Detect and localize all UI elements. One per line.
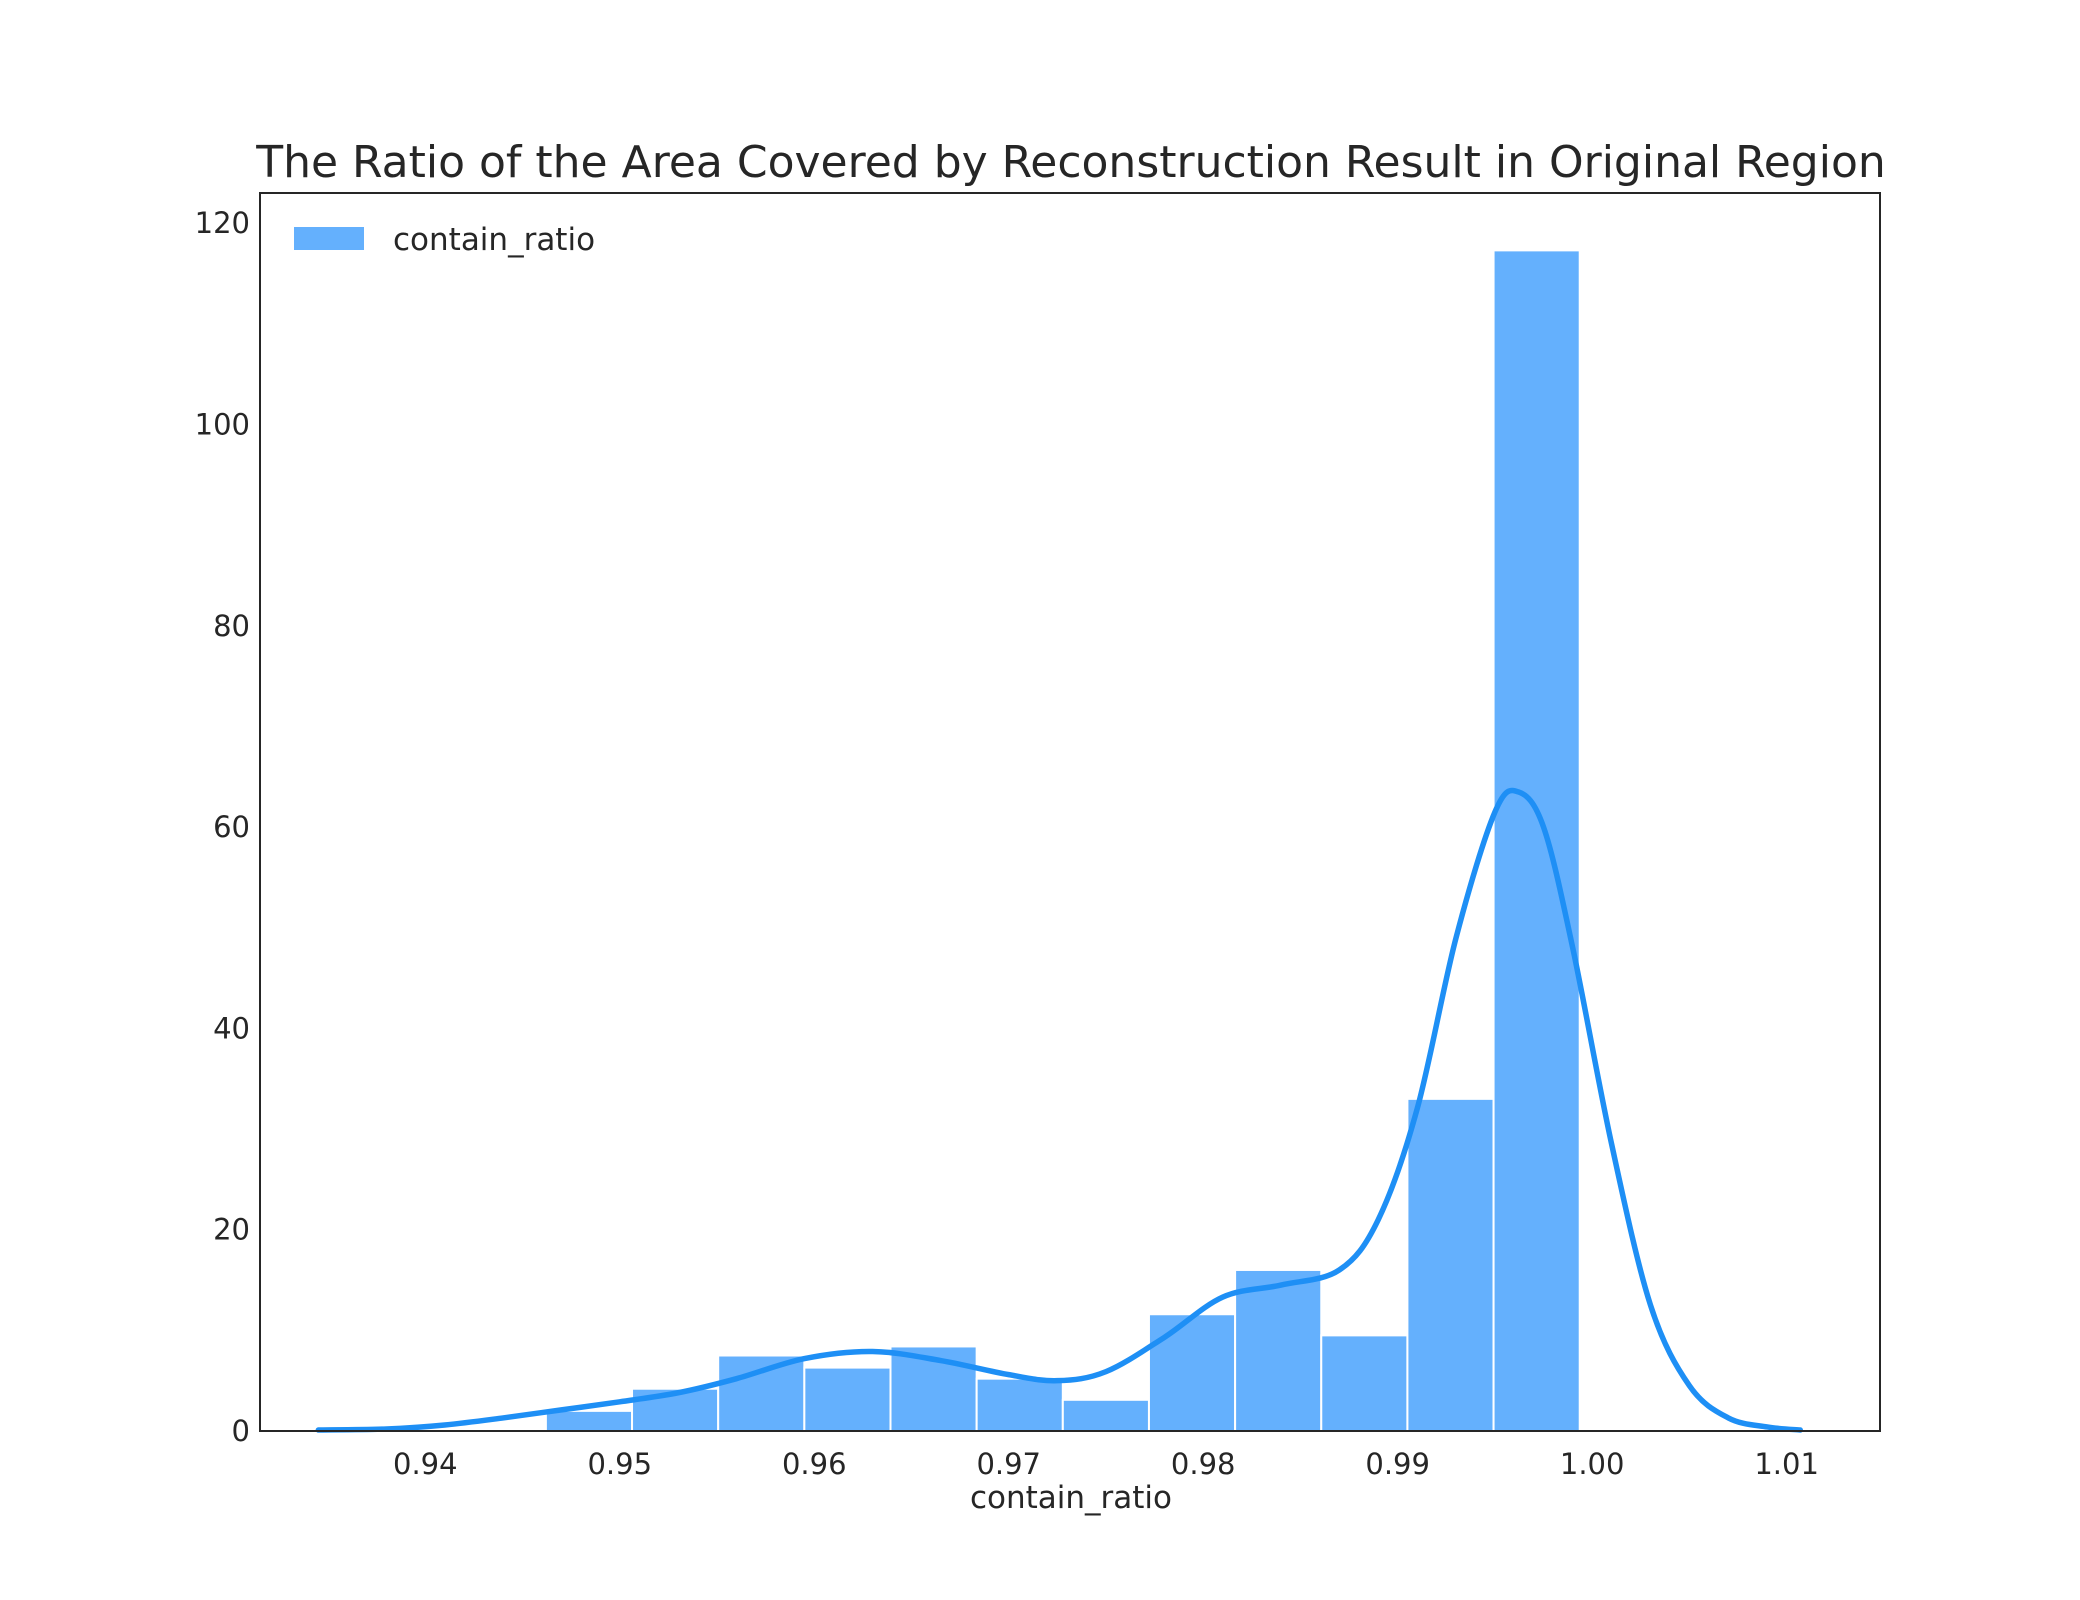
x-tick-label: 0.95 [587, 1447, 652, 1481]
x-tick-label: 0.98 [1171, 1447, 1236, 1481]
x-axis-label: contain_ratio [970, 1480, 1172, 1516]
x-tick-label: 0.97 [976, 1447, 1041, 1481]
histogram-bar [1234, 1268, 1323, 1432]
x-tick-label: 1.01 [1754, 1447, 1819, 1481]
x-tick-label: 0.99 [1365, 1447, 1430, 1481]
histogram-bar [1147, 1313, 1237, 1432]
chart-title: The Ratio of the Area Covered by Reconst… [255, 137, 1886, 188]
histogram-bar [1406, 1097, 1495, 1432]
kde-curve [315, 787, 1804, 1433]
x-tick-label: 0.96 [782, 1447, 847, 1481]
y-tick-label: 20 [213, 1213, 250, 1247]
histogram-bar [1492, 249, 1581, 1432]
legend: contain_ratio [294, 222, 595, 258]
y-axis-ticks: 0 20 40 60 80 100 120 [195, 206, 250, 1448]
histogram-bars [544, 249, 1581, 1433]
y-tick-label: 40 [213, 1011, 250, 1045]
axes-frame [259, 192, 1881, 1432]
y-tick-label: 0 [232, 1414, 250, 1448]
legend-label: contain_ratio [393, 222, 595, 258]
histogram-bar [803, 1366, 892, 1432]
y-tick-label: 80 [213, 609, 250, 643]
histogram-bar [1061, 1398, 1150, 1432]
x-tick-label: 0.94 [393, 1447, 458, 1481]
y-tick-label: 120 [195, 206, 250, 240]
y-tick-label: 60 [213, 810, 250, 844]
y-tick-label: 100 [195, 407, 250, 441]
histogram-bar [1320, 1334, 1409, 1432]
x-tick-label: 1.00 [1560, 1447, 1625, 1481]
histogram-bar [544, 1409, 634, 1432]
legend-swatch [294, 227, 364, 250]
histogram-bar [975, 1377, 1064, 1432]
histogram-bar [717, 1354, 806, 1433]
x-axis-ticks: 0.94 0.95 0.96 0.97 0.98 0.99 1.00 1.01 [393, 1447, 1819, 1481]
